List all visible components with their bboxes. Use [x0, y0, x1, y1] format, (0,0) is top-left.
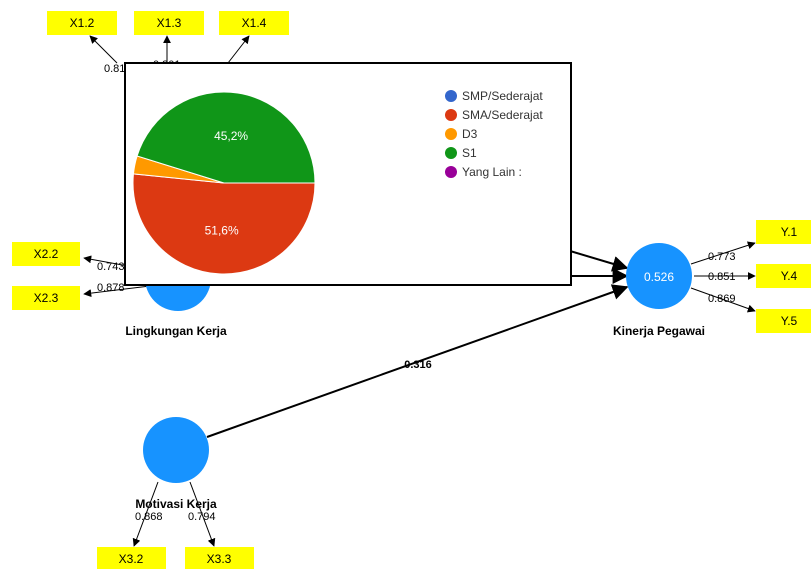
pie-slices [132, 91, 316, 275]
indicator-box[interactable] [219, 11, 289, 35]
legend-label: SMA/Sederajat [462, 108, 543, 122]
construct-label: Motivasi Kerja [135, 497, 217, 511]
loading-x32: 0.868 [135, 511, 163, 523]
edge-motivasi-to-kinerja[interactable] [206, 284, 629, 438]
legend-swatch [445, 90, 457, 102]
legend-swatch [445, 166, 457, 178]
indicator-x22[interactable]: X2.2 [12, 242, 80, 266]
construct-circle[interactable] [143, 417, 209, 483]
legend-label: D3 [462, 127, 478, 141]
indicator-x23[interactable]: X2.3 [12, 286, 80, 310]
indicator-label: Y.5 [781, 314, 798, 328]
legend-label: SMP/Sederajat [462, 89, 543, 103]
edge-x12[interactable] [89, 35, 118, 64]
indicator-box[interactable] [756, 309, 811, 333]
indicator-label: X3.2 [119, 552, 144, 566]
edge-x14[interactable] [227, 35, 250, 64]
indicator-box[interactable] [134, 11, 204, 35]
indicator-box[interactable] [756, 264, 811, 288]
indicator-label: X1.4 [242, 16, 267, 30]
loading-y5: 0.869 [708, 293, 736, 305]
indicator-y5[interactable]: Y.5 [756, 309, 811, 333]
legend-label: Yang Lain : [462, 165, 522, 179]
construct-kinerja-pegawai[interactable]: 0.526 Kinerja Pegawai [613, 243, 705, 338]
indicator-box[interactable] [47, 11, 117, 35]
edge-x32[interactable] [132, 481, 159, 547]
r-squared-value: 0.526 [644, 270, 674, 284]
indicator-label: X2.3 [34, 291, 59, 305]
pie-slice-label: 45,2% [214, 129, 248, 143]
legend-swatch [445, 109, 457, 121]
edge-y5[interactable] [690, 287, 756, 313]
indicator-label: Y.1 [781, 225, 798, 239]
indicator-x33[interactable]: X3.3 [185, 547, 254, 569]
loading-x23: 0.878 [97, 282, 125, 294]
pie-labels: 51,6% 45,2% [205, 129, 249, 237]
indicator-label: X1.2 [70, 16, 95, 30]
indicator-box[interactable] [12, 286, 80, 310]
pie-slice-s1[interactable] [136, 91, 316, 184]
indicator-y1[interactable]: Y.1 [756, 220, 811, 244]
indicator-label: X3.3 [207, 552, 232, 566]
edge-y1[interactable] [690, 241, 756, 265]
legend-swatch [445, 128, 457, 140]
indicator-label: Y.4 [781, 269, 798, 283]
education-pie-popup: 51,6%45,2% SMP/SederajatSMA/SederajatD3S… [124, 62, 572, 286]
indicators: X1.2 X1.3 X1.4 X2.2 X2.3 X3.2 X3.3 Y.1 [12, 11, 811, 569]
indicator-label: X1.3 [157, 16, 182, 30]
indicator-box[interactable] [97, 547, 166, 569]
legend-label: S1 [462, 146, 477, 160]
edge-x33[interactable] [189, 481, 216, 547]
indicator-box[interactable] [12, 242, 80, 266]
construct-label: Kinerja Pegawai [613, 324, 705, 338]
path-coefficient-motivasi-kinerja: 0.316 [404, 359, 432, 371]
indicator-x14[interactable]: X1.4 [219, 11, 289, 35]
construct-label: Lingkungan Kerja [125, 324, 227, 338]
indicator-box[interactable] [756, 220, 811, 244]
loading-x22: 0.743 [97, 261, 125, 273]
loading-x12: 0.81 [104, 63, 125, 75]
indicator-x12[interactable]: X1.2 [47, 11, 117, 35]
indicator-x32[interactable]: X3.2 [97, 547, 166, 569]
indicator-y4[interactable]: Y.4 [756, 264, 811, 288]
pie-slice-label: 51,6% [205, 223, 239, 237]
loading-y4: 0.851 [708, 271, 736, 283]
edge-x23[interactable] [83, 285, 151, 298]
pie-slice-sma-sederajat[interactable] [132, 173, 316, 275]
indicator-box[interactable] [185, 547, 254, 569]
loading-y1: 0.773 [708, 251, 736, 263]
construct-circle[interactable] [626, 243, 692, 309]
pie-legend: SMP/Sederajat SMA/Sederajat D3 S1 Yang Lain … [445, 89, 543, 179]
indicator-label: X2.2 [34, 247, 59, 261]
legend-swatch [445, 147, 457, 159]
loading-x33: 0.794 [188, 511, 216, 523]
indicator-x13[interactable]: X1.3 [134, 11, 204, 35]
construct-motivasi-kerja[interactable]: Motivasi Kerja [135, 417, 217, 511]
